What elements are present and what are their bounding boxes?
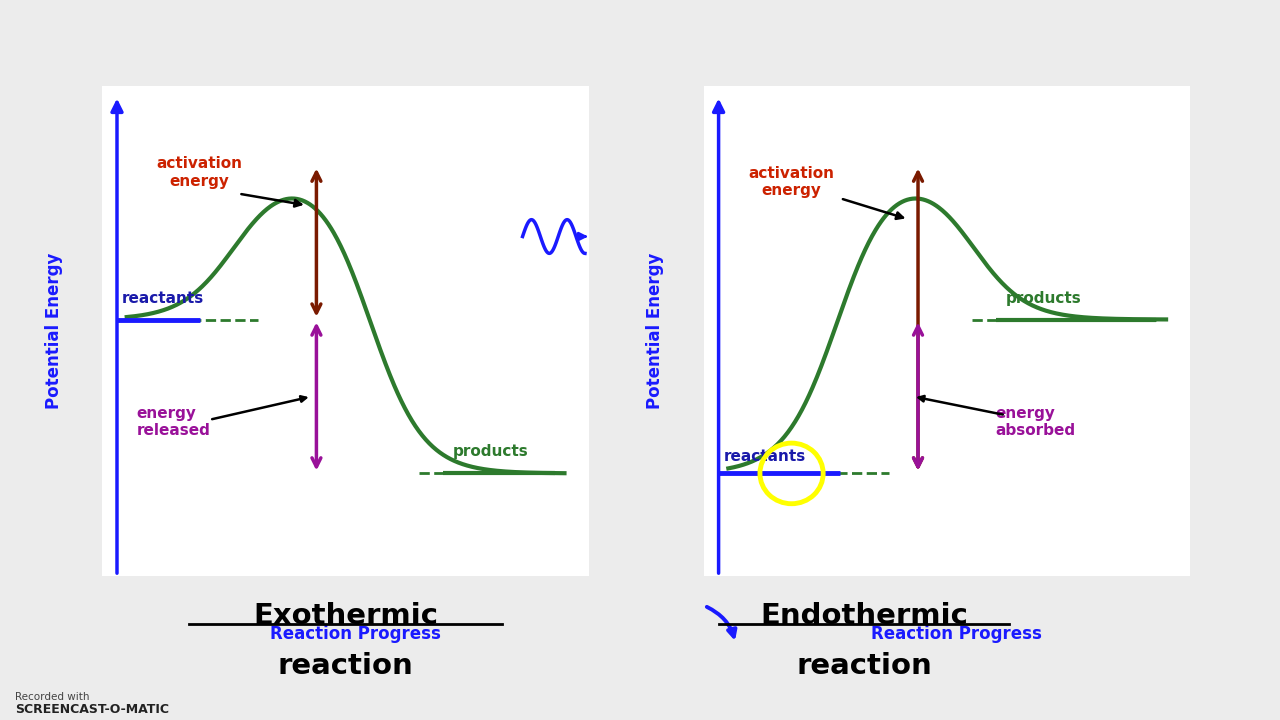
Text: activation
energy: activation energy [156, 156, 243, 189]
Text: Exothermic: Exothermic [253, 602, 438, 629]
Text: reaction: reaction [278, 652, 413, 680]
Text: energy
released: energy released [137, 406, 210, 438]
Text: energy
absorbed: energy absorbed [996, 406, 1076, 438]
Text: reactants: reactants [122, 291, 204, 305]
Text: products: products [1006, 291, 1082, 305]
Text: Potential Energy: Potential Energy [45, 253, 63, 410]
Text: activation
energy: activation energy [749, 166, 835, 198]
Text: Endothermic: Endothermic [760, 602, 968, 629]
Text: reaction: reaction [796, 652, 932, 680]
Text: Potential Energy: Potential Energy [646, 253, 664, 410]
Text: reactants: reactants [723, 449, 805, 464]
Text: Reaction Progress: Reaction Progress [872, 625, 1042, 643]
Text: products: products [453, 444, 529, 459]
Text: Recorded with: Recorded with [15, 692, 90, 702]
Text: Reaction Progress: Reaction Progress [270, 625, 440, 643]
Text: SCREENCAST-O-MATIC: SCREENCAST-O-MATIC [15, 703, 169, 716]
